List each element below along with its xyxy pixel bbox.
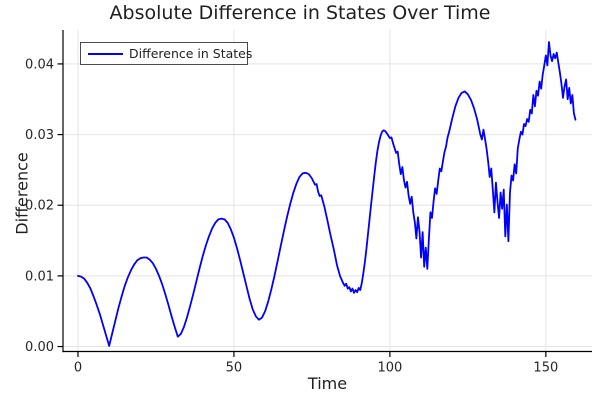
legend-box: Difference in States [80, 42, 252, 65]
legend-entry-label: Difference in States [129, 46, 253, 61]
legend-line-sample [88, 52, 123, 55]
x-tick-label: 0 [74, 361, 82, 376]
x-tick-label: 50 [226, 361, 243, 376]
chart-title: Absolute Difference in States Over Time [109, 2, 491, 24]
x-tick-label: 150 [533, 361, 558, 376]
y-tick-label: 0.01 [25, 269, 54, 284]
y-tick-label: 0.04 [25, 57, 54, 72]
y-tick-label: 0.02 [25, 199, 54, 214]
x-axis-label: Time [307, 374, 348, 393]
y-tick-label: 0.00 [25, 340, 54, 355]
x-tick-label: 100 [377, 361, 402, 376]
y-tick-label: 0.03 [25, 128, 54, 143]
y-axis-label: Difference [12, 152, 32, 235]
series-line-difference-in-states [77, 41, 577, 347]
